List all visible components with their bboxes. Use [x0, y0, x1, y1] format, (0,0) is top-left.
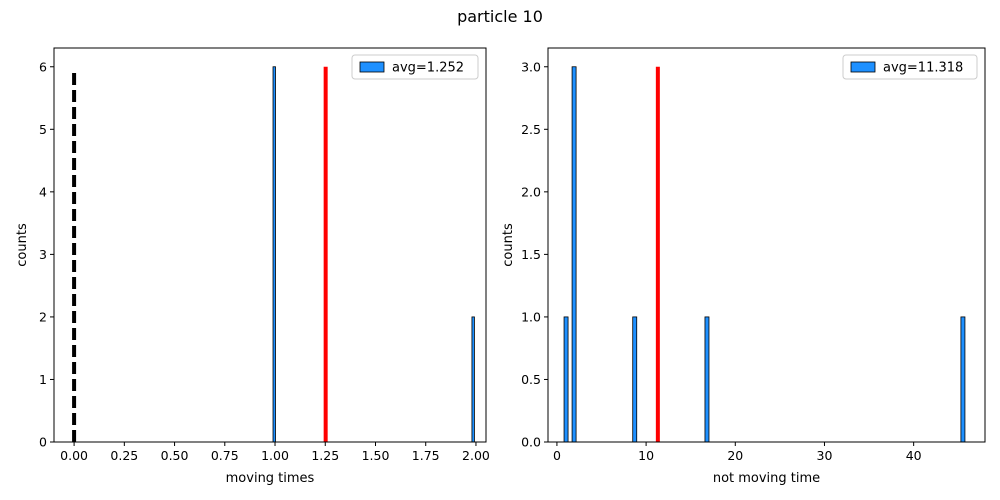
legend: avg=11.318 [842, 54, 978, 80]
x-tick-label: 0.00 [60, 448, 88, 463]
y-tick-label: 3.0 [521, 59, 541, 74]
histogram-bar [632, 316, 638, 443]
x-tick-label: 1.25 [311, 448, 339, 463]
y-tick-label: 2 [39, 309, 47, 324]
y-tick-label: 0.5 [521, 372, 541, 387]
y-tick-label: 3 [39, 247, 47, 262]
histogram-bar [704, 316, 710, 443]
x-tick-label: 10 [638, 448, 654, 463]
x-tick-label: 0 [553, 448, 561, 463]
x-axis-label: not moving time [713, 471, 820, 486]
chart-panel-1: 0.00 0.25 0.50 0.75 1.00 1.25 1.50 1.75 2.00 0 1 2 3… [15, 47, 490, 486]
y-axis-label: counts [15, 223, 30, 267]
y-tick-label: 0 [39, 435, 47, 450]
legend-label: avg=11.318 [883, 61, 963, 76]
x-tick-label: 0.25 [110, 448, 138, 463]
y-tick-label: 5 [39, 122, 47, 137]
x-tick-label: 0.50 [161, 448, 189, 463]
legend: avg=1.252 [351, 54, 479, 80]
figure-title: particle 10 [457, 7, 543, 26]
histogram-bar [960, 316, 966, 443]
x-tick-label: 30 [817, 448, 833, 463]
x-tick-label: 20 [727, 448, 743, 463]
y-tick-label: 1.5 [521, 247, 541, 262]
x-tick-label: 1.50 [362, 448, 390, 463]
x-axis-label: moving times [226, 471, 315, 486]
y-tick-label: 0.0 [521, 435, 541, 450]
legend-box [842, 54, 978, 80]
y-tick-label: 1.0 [521, 309, 541, 324]
y-tick-label: 4 [39, 184, 47, 199]
y-tick-label: 1 [39, 372, 47, 387]
y-tick-label: 2.5 [521, 122, 541, 137]
x-tick-label: 2.00 [462, 448, 490, 463]
histogram-bar [272, 66, 276, 443]
legend-swatch [359, 61, 385, 73]
legend-label: avg=1.252 [392, 61, 464, 76]
chart-panel-2: 0 10 20 30 40 0.0 0.5 1.0 1.5 2.0 2.5 3.0 not moving… [501, 47, 986, 486]
legend-swatch [850, 61, 876, 73]
x-tick-label: 0.75 [211, 448, 239, 463]
x-tick-label: 1.00 [261, 448, 289, 463]
y-tick-label: 2.0 [521, 184, 541, 199]
legend-box [351, 54, 479, 80]
histogram-bar [471, 316, 475, 443]
histogram-bar [571, 66, 577, 443]
y-axis-label: counts [501, 223, 516, 267]
y-tick-label: 6 [39, 59, 47, 74]
axes-frame [53, 47, 487, 443]
x-tick-label: 40 [906, 448, 922, 463]
x-tick-label: 1.75 [412, 448, 440, 463]
histogram-bar [563, 316, 569, 443]
axes-frame [547, 47, 986, 443]
